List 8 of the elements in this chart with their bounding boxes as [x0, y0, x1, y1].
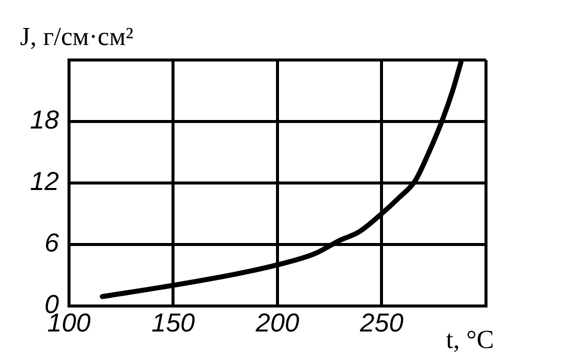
x-tick-label: 200 — [254, 308, 300, 338]
x-axis-title: t, °C — [446, 324, 494, 354]
y-axis-title: J, г/см·см² — [20, 22, 134, 51]
y-tick-label: 18 — [30, 104, 60, 135]
x-tick-label: 150 — [151, 308, 196, 338]
y-tick-label: 6 — [44, 228, 60, 258]
y-tick-label: 12 — [30, 166, 60, 196]
x-tick-label: 250 — [359, 308, 404, 338]
